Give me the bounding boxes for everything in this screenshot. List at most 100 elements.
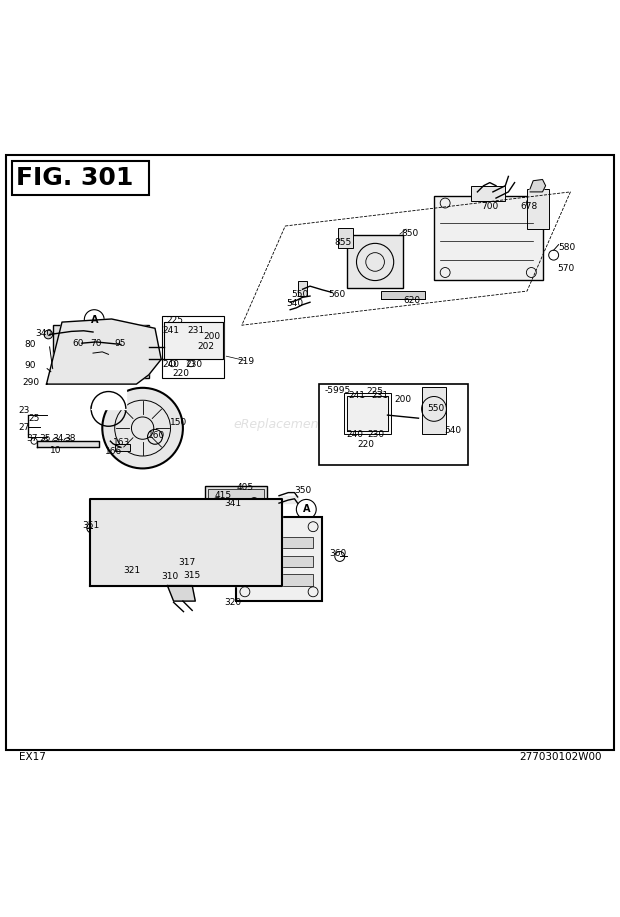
Text: -5995: -5995 [325,386,351,395]
Polygon shape [347,396,388,431]
Bar [347,236,403,288]
Text: 850: 850 [402,229,419,238]
Text: 35: 35 [40,434,51,443]
Text: 550: 550 [427,404,445,414]
Bar [338,227,353,248]
Text: 231: 231 [371,391,389,400]
Text: 150: 150 [170,418,187,427]
Bar [245,574,313,586]
Bar [471,186,505,201]
Bar [298,281,307,296]
Text: 230: 230 [368,430,385,439]
Bar [245,556,313,567]
Bar [115,553,152,561]
Text: 550: 550 [291,291,308,299]
Polygon shape [279,496,298,503]
Text: 240: 240 [347,430,364,439]
Text: 160: 160 [148,431,165,440]
Text: 10: 10 [50,446,61,455]
Polygon shape [91,391,126,409]
Text: 290: 290 [22,379,40,387]
Bar [319,384,468,465]
Polygon shape [90,499,282,586]
Text: 540: 540 [286,299,304,308]
Text: 360: 360 [329,549,347,558]
Text: 315: 315 [184,570,201,580]
Text: 277030102W00: 277030102W00 [519,752,601,762]
Bar [162,315,224,378]
Text: 60: 60 [73,338,84,348]
Text: A: A [91,315,98,325]
Text: 34: 34 [52,434,63,443]
Text: 225: 225 [366,387,384,396]
Text: 230: 230 [185,360,202,370]
Text: 540: 540 [444,426,461,435]
Text: 317: 317 [179,558,196,567]
Text: 200: 200 [203,333,221,341]
Text: 25: 25 [29,414,40,423]
Text: 202: 202 [197,342,215,351]
Text: 340: 340 [35,329,52,337]
Text: 231: 231 [187,326,205,335]
Text: 90: 90 [24,361,35,370]
Text: 570: 570 [557,264,574,272]
Text: FIG. 301: FIG. 301 [16,166,133,190]
Text: 855: 855 [334,238,352,248]
Bar [115,541,152,548]
Text: 219: 219 [237,358,254,366]
Text: 341: 341 [224,499,242,508]
Text: 700: 700 [481,203,498,211]
Bar [208,490,264,514]
Bar [53,326,149,378]
Text: EX17: EX17 [19,752,45,762]
Bar [381,291,425,299]
Text: 310: 310 [161,572,179,580]
Text: 678: 678 [520,203,538,211]
Text: 220: 220 [357,440,374,449]
Polygon shape [46,319,161,384]
Bar [422,387,446,434]
Bar [115,444,130,451]
Bar [99,508,273,576]
Text: 80: 80 [24,340,35,349]
Text: 560: 560 [329,291,346,299]
Text: 620: 620 [404,296,421,304]
Bar [12,160,149,195]
Text: 321: 321 [123,566,141,575]
Text: 166: 166 [105,447,122,456]
Polygon shape [37,441,99,447]
Text: 163: 163 [113,438,130,447]
Bar [245,537,313,548]
Text: 27: 27 [18,423,29,432]
Bar [434,196,542,280]
Text: 38: 38 [64,434,76,443]
Circle shape [102,388,183,469]
Text: 350: 350 [294,486,311,494]
Bar [205,486,267,517]
Text: 220: 220 [172,369,190,378]
Text: 95: 95 [114,338,125,348]
Bar [236,517,322,602]
Polygon shape [164,322,223,359]
Text: 23: 23 [18,405,29,414]
Text: eReplacementParts.com: eReplacementParts.com [234,418,386,431]
Bar [527,189,549,229]
Text: 351: 351 [82,521,99,530]
Circle shape [44,330,53,339]
Text: 405: 405 [236,482,254,492]
Text: 580: 580 [559,243,576,252]
Text: 241: 241 [162,326,179,335]
Text: 225: 225 [166,316,184,326]
Text: 415: 415 [215,492,232,500]
Text: A: A [303,504,310,514]
Bar [344,393,391,434]
Text: 37: 37 [27,434,38,443]
Polygon shape [530,180,546,192]
Text: 241: 241 [348,391,365,400]
Text: 70: 70 [90,338,101,348]
Polygon shape [167,586,195,602]
Text: 200: 200 [394,395,412,404]
Text: 320: 320 [224,598,241,607]
Text: 170: 170 [102,403,119,412]
Text: 240: 240 [162,360,179,370]
